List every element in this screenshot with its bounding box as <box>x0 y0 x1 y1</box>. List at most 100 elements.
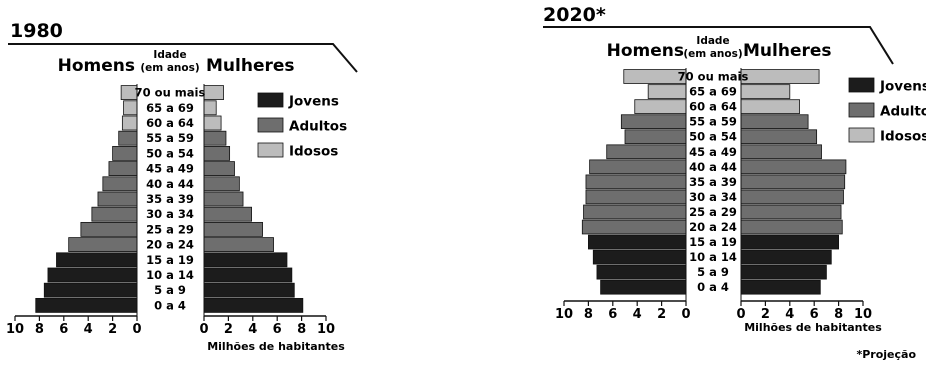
age-group-label: 25 a 29 <box>689 205 737 219</box>
legend-label-adultos: Adultos <box>880 104 926 120</box>
bar-mulheres <box>203 297 304 313</box>
legend-swatch-adultos <box>257 117 284 133</box>
chart-title: 2020* <box>543 4 606 26</box>
x-tick-label-right: 4 <box>248 322 257 337</box>
x-tick-label-left: 0 <box>681 307 690 322</box>
x-tick-label-right: 8 <box>297 322 306 337</box>
x-tick-label-left: 2 <box>108 322 117 337</box>
bar-homens <box>585 189 687 205</box>
x-tick-label-left: 8 <box>35 322 44 337</box>
legend-label-adultos: Adultos <box>289 119 347 135</box>
age-group-label: 35 a 39 <box>689 175 737 189</box>
x-tick-label-left: 4 <box>633 307 642 322</box>
age-group-label: 15 a 19 <box>689 235 737 249</box>
age-group-label: 5 a 9 <box>697 265 729 279</box>
age-group-label: 55 a 59 <box>689 115 737 129</box>
bar-homens <box>588 234 687 250</box>
pyramid-chart-2020: 2020*Homens Mulheres Idade(em anos) 70 ou m… <box>543 4 926 361</box>
bar-mulheres <box>740 99 800 114</box>
age-group-label: 70 ou mais <box>678 70 749 84</box>
bar-homens <box>56 252 138 268</box>
bar-mulheres <box>203 85 224 100</box>
bar-mulheres <box>203 252 288 268</box>
x-tick-label-right: 8 <box>834 307 843 322</box>
bar-mulheres <box>740 69 820 84</box>
chart-title: 1980 <box>10 20 63 42</box>
age-group-label: 20 a 24 <box>146 238 194 252</box>
x-axis-label: Milhões de habitantes <box>207 340 345 353</box>
bar-mulheres <box>740 249 832 265</box>
bar-homens <box>97 191 138 207</box>
x-tick-label-right: 2 <box>224 322 233 337</box>
bar-mulheres <box>203 221 263 237</box>
x-axis-label: Milhões de habitantes <box>744 321 882 334</box>
bar-mulheres <box>740 129 818 145</box>
bar-homens <box>585 174 687 190</box>
age-group-label: 0 a 4 <box>154 298 186 312</box>
x-tick-label-left: 10 <box>6 322 24 337</box>
age-group-label: 60 a 64 <box>146 116 194 130</box>
x-tick-label-right: 6 <box>273 322 282 337</box>
bar-mulheres <box>740 174 846 190</box>
x-tick-label-right: 0 <box>199 322 208 337</box>
bar-mulheres <box>740 159 847 175</box>
age-group-label: 10 a 14 <box>689 250 737 264</box>
bar-homens <box>123 100 138 116</box>
age-group-label: 35 a 39 <box>146 192 194 206</box>
header-rule <box>543 26 894 65</box>
bar-mulheres <box>203 206 252 222</box>
legend-swatch-jovens <box>257 92 284 108</box>
age-group-label: 10 a 14 <box>146 268 194 282</box>
age-group-label: 40 a 44 <box>146 177 194 191</box>
bar-homens <box>118 130 138 146</box>
age-group-label: 20 a 24 <box>689 220 737 234</box>
bar-mulheres <box>740 114 809 130</box>
bar-homens <box>581 219 687 235</box>
bar-homens <box>43 282 138 298</box>
right-group-label: Mulheres <box>743 41 832 61</box>
age-group-label: 55 a 59 <box>146 131 194 145</box>
legend-swatch-jovens <box>848 77 875 93</box>
age-group-label: 70 ou mais <box>135 86 206 100</box>
bar-homens <box>583 204 687 220</box>
age-group-label: 25 a 29 <box>146 222 194 236</box>
bar-mulheres <box>203 176 240 192</box>
footnote: *Projeção <box>856 348 916 361</box>
age-group-label: 45 a 49 <box>146 162 194 176</box>
x-tick-label-left: 0 <box>132 322 141 337</box>
bar-mulheres <box>740 189 844 205</box>
legend-label-jovens: Jovens <box>879 79 926 95</box>
x-tick-label-left: 2 <box>657 307 666 322</box>
x-tick-label-left: 6 <box>59 322 68 337</box>
bar-homens <box>624 129 687 145</box>
legend-label-idosos: Idosos <box>880 129 926 145</box>
right-group-label: Mulheres <box>206 56 295 76</box>
pyramid-chart-1980: 1980 Homens Mulheres Idade(em anos) 70 ou ma… <box>6 20 358 353</box>
age-group-label: 45 a 49 <box>689 145 737 159</box>
legend-label-idosos: Idosos <box>289 144 338 160</box>
bar-homens <box>589 159 687 175</box>
age-group-label: 60 a 64 <box>689 100 737 114</box>
bar-mulheres <box>203 115 222 131</box>
left-group-label: Homens <box>607 41 684 61</box>
age-group-label: 30 a 34 <box>146 207 194 221</box>
x-tick-label-left: 10 <box>555 307 573 322</box>
age-group-label: 0 a 4 <box>697 280 729 294</box>
age-group-label: 50 a 54 <box>689 130 737 144</box>
bar-homens <box>102 176 138 192</box>
age-axis-label: Idade <box>696 35 729 47</box>
age-group-label: 30 a 34 <box>689 190 737 204</box>
bar-homens <box>47 267 138 283</box>
x-tick-label-right: 4 <box>785 307 794 322</box>
age-group-label: 15 a 19 <box>146 253 194 267</box>
bar-mulheres <box>203 145 231 161</box>
header-rule <box>8 43 358 73</box>
bar-homens <box>634 99 687 114</box>
bar-homens <box>596 264 687 280</box>
bar-homens <box>620 114 687 130</box>
bar-homens <box>68 237 138 253</box>
age-axis-unit-label: (em anos) <box>140 62 199 74</box>
bar-mulheres <box>203 161 235 177</box>
bar-homens <box>91 206 138 222</box>
